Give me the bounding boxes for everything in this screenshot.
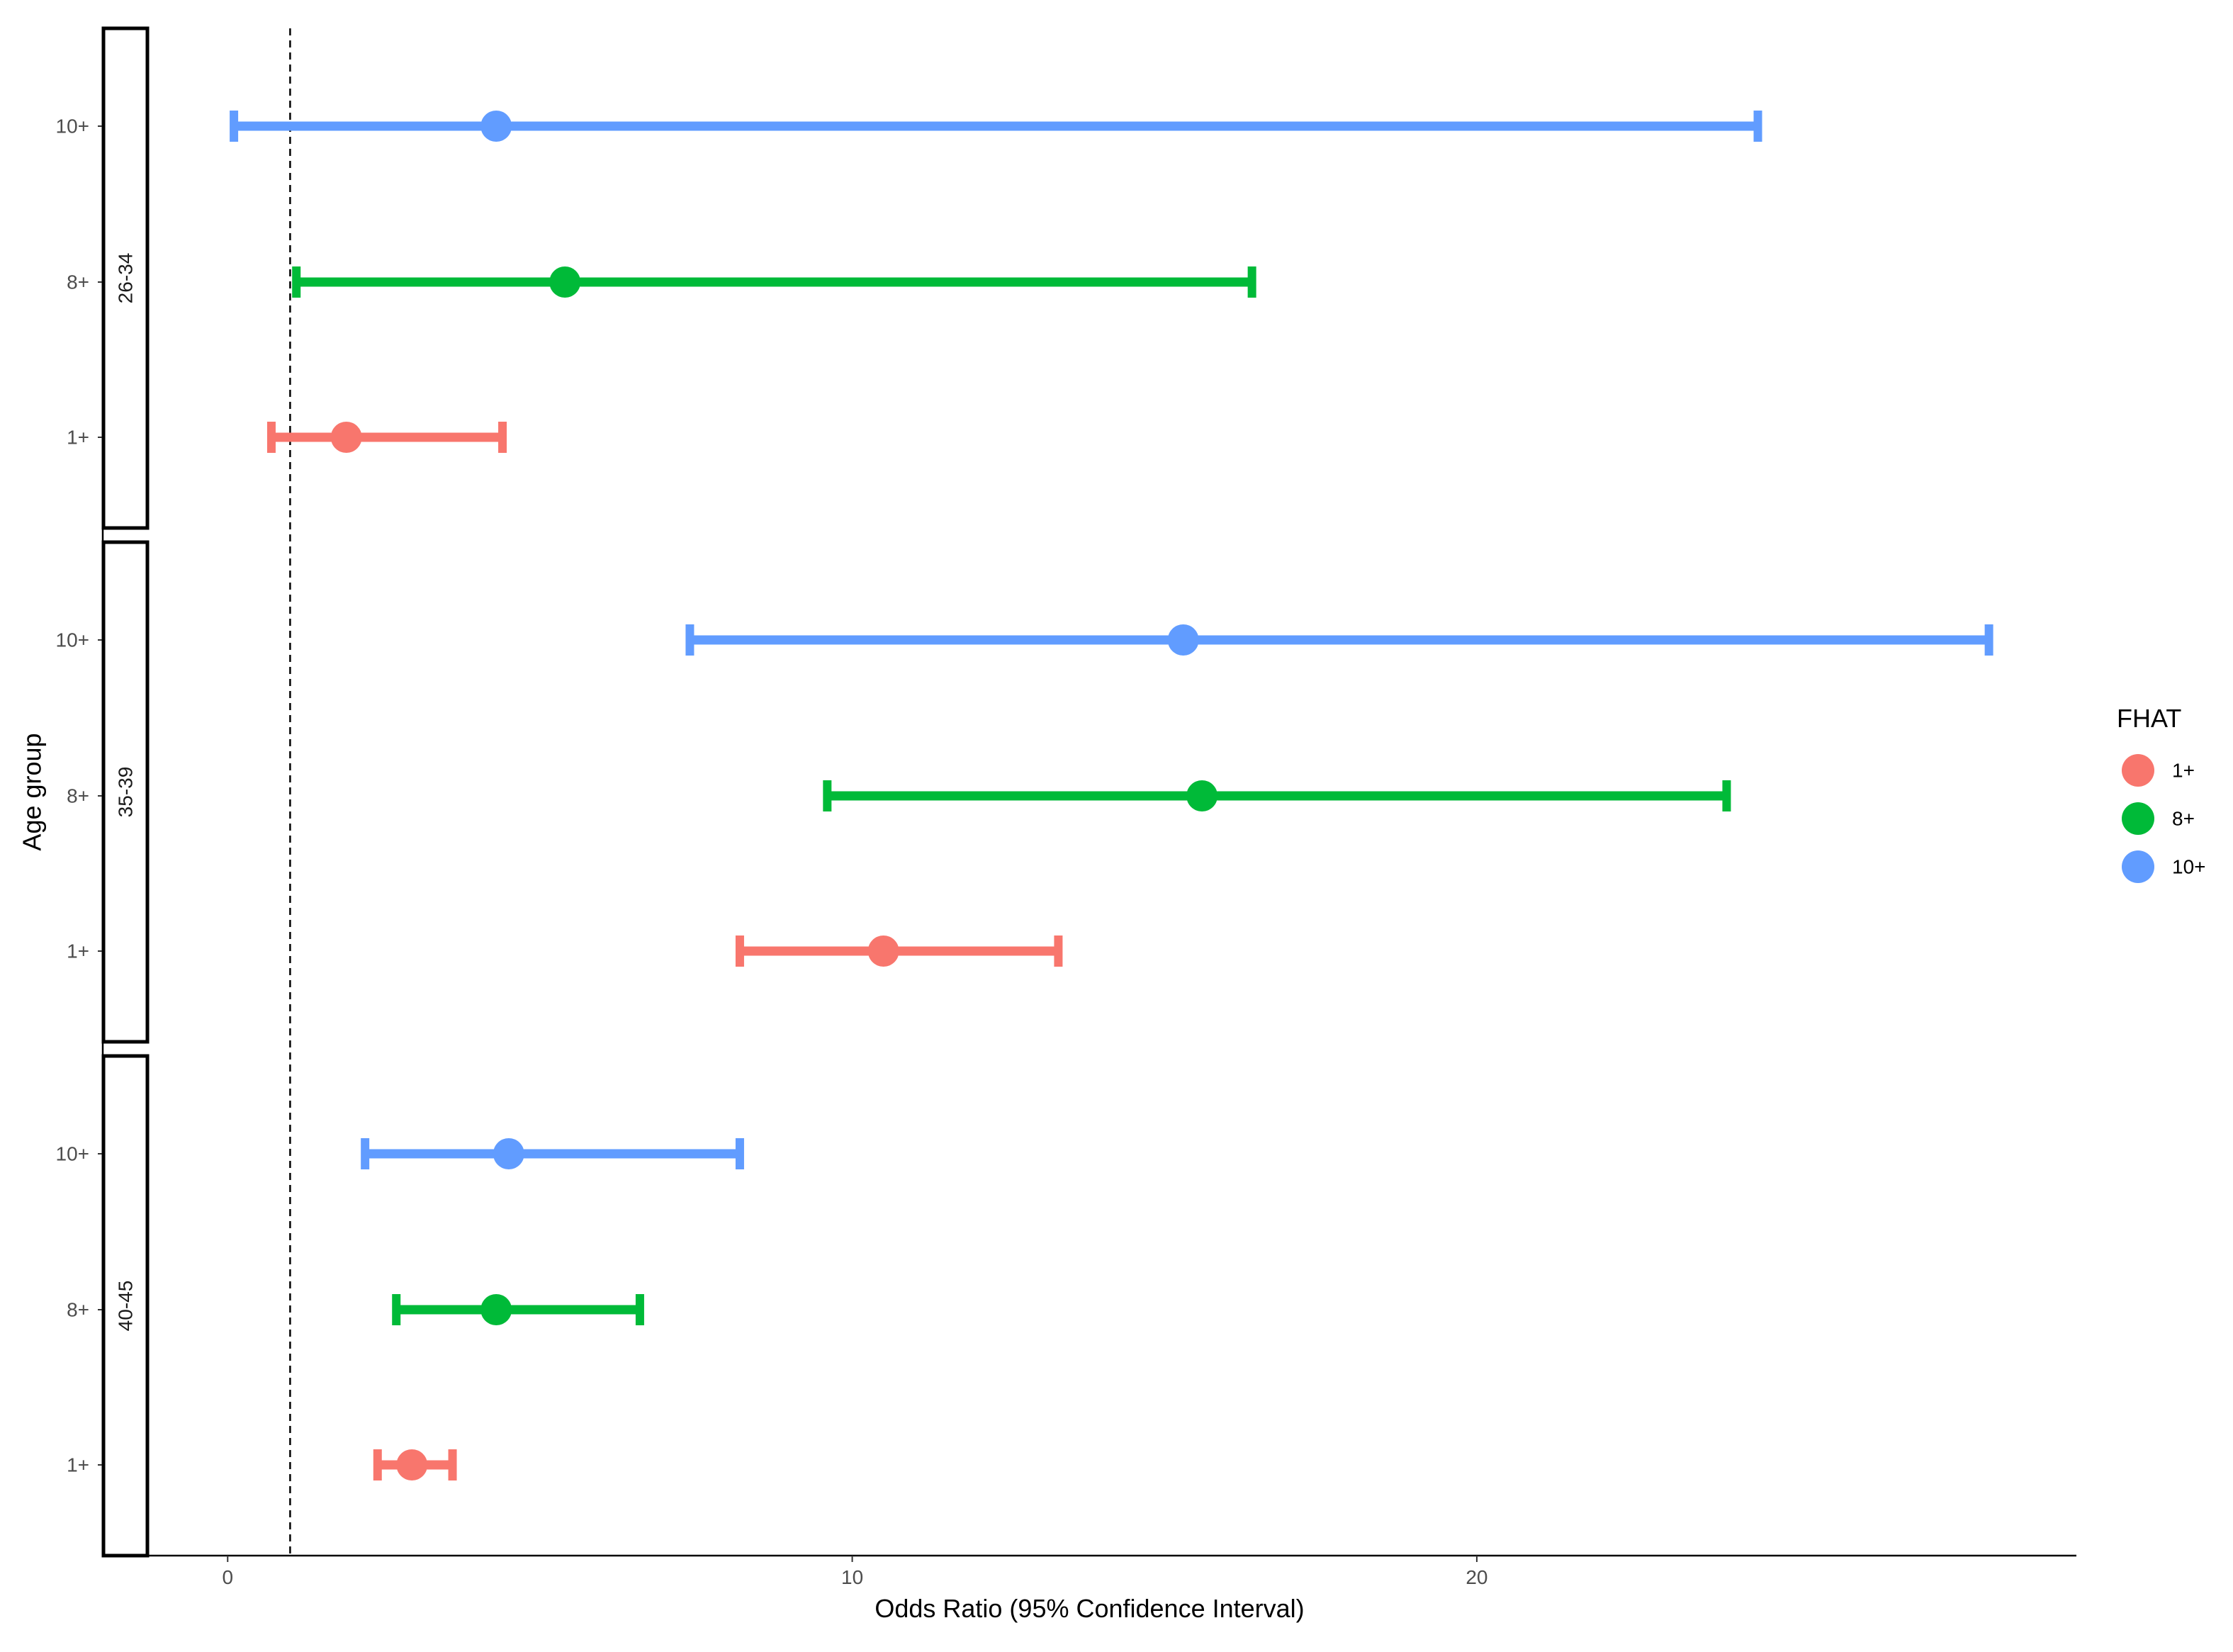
facet-strip-label: 26-34	[115, 253, 137, 304]
estimate-point	[1167, 624, 1199, 656]
y-tick-label: 8+	[67, 1299, 89, 1321]
error-bar-35-39-10+	[685, 624, 1993, 656]
error-bar-35-39-1+	[735, 935, 1063, 967]
legend-entry-8+: 8+	[2122, 802, 2195, 835]
legend: FHAT 1+ 8+ 10+	[2117, 704, 2206, 883]
y-tick-label: 1+	[67, 940, 89, 962]
facet-strips: 26-34 35-39 40-45	[101, 26, 150, 1558]
y-tick-label: 8+	[67, 785, 89, 807]
y-tick-label: 10+	[56, 1143, 90, 1165]
error-bar-marks	[230, 111, 1993, 1480]
legend-label: 10+	[2172, 856, 2206, 878]
error-bar-40-45-8+	[392, 1294, 644, 1325]
legend-entry-1+: 1+	[2122, 754, 2195, 787]
y-tick-label: 8+	[67, 271, 89, 293]
facet-strip-35-39	[101, 540, 150, 1044]
estimate-point	[330, 422, 362, 453]
error-bar-26-34-1+	[266, 422, 507, 453]
x-axis-title: Odds Ratio (95% Confidence Interval)	[874, 1594, 1304, 1623]
legend-title: FHAT	[2117, 704, 2181, 733]
y-tick-label: 1+	[67, 1454, 89, 1476]
x-tick-label: 10	[841, 1566, 863, 1588]
estimate-point	[493, 1138, 524, 1169]
estimate-point	[867, 935, 899, 967]
facet-strip-label: 40-45	[115, 1281, 137, 1332]
legend-key	[2122, 802, 2154, 835]
legend-entry-10+: 10+	[2122, 850, 2206, 883]
estimate-point	[396, 1449, 428, 1480]
facet-strip-label: 35-39	[115, 767, 137, 818]
y-tick-label: 1+	[67, 427, 89, 449]
y-tick-label: 10+	[56, 116, 90, 137]
estimate-point	[480, 1294, 512, 1325]
legend-label: 8+	[2172, 808, 2195, 830]
x-tick-label: 0	[222, 1566, 233, 1588]
axes: 10+ 8+ 1+ 10+ 8+ 1+ 10+ 8+ 1+ 0 10 20 Odds Ratio (95…	[18, 28, 2076, 1623]
error-bar-40-45-1+	[373, 1449, 457, 1480]
estimate-point	[480, 111, 512, 142]
estimate-point	[1186, 780, 1218, 811]
y-tick-label: 10+	[56, 629, 90, 651]
error-bar-40-45-10+	[361, 1138, 744, 1169]
error-bar-26-34-10+	[230, 111, 1762, 142]
legend-label: 1+	[2172, 760, 2195, 782]
y-axis-title: Age group	[18, 733, 47, 850]
legend-key	[2122, 754, 2154, 787]
legend-key	[2122, 850, 2154, 883]
error-bar-26-34-8+	[292, 266, 1256, 298]
estimate-point	[549, 266, 581, 298]
x-tick-label: 20	[1466, 1566, 1487, 1588]
error-bar-35-39-8+	[823, 780, 1731, 811]
